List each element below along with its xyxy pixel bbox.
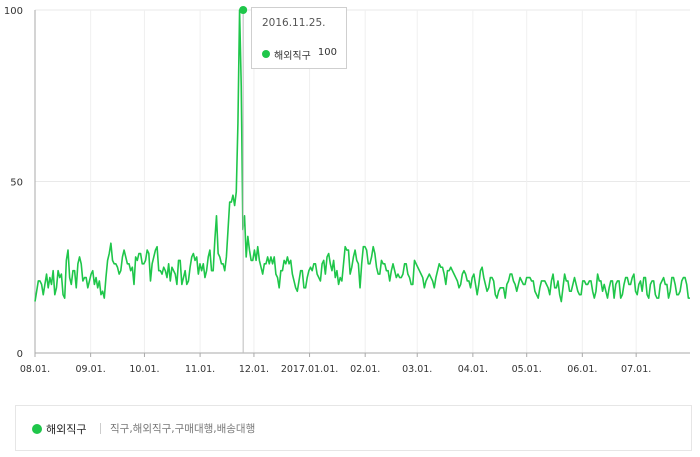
chart-tick-labels: 0 50 100 08.01. 09.01. 10.01. 11.01. 12.01. 2017… [4,6,651,375]
legend-series-name[interactable]: 해외직구 [46,423,87,436]
x-tick-label: 06.01. [567,364,597,375]
x-tick-label: 12.01. [239,364,269,375]
tooltip-value: 100 [317,47,337,58]
x-tick-label: 09.01. [76,364,106,375]
chart-axes [34,10,690,357]
chart-legend: 해외직구 직구,해외직구,구매대행,배송대행 [15,405,692,451]
tooltip-series-name: 해외직구 [274,51,311,62]
tooltip-series-dot-icon [262,50,270,58]
x-tick-label: 11.01. [185,364,215,375]
chart-series [34,6,690,353]
legend-divider [100,423,101,434]
chart-tooltip: 2016.11.25. 해외직구 100 [251,7,347,69]
tooltip-date: 2016.11.25. [262,17,326,29]
y-tick-label: 0 [17,349,23,360]
x-tick-label: 05.01. [512,364,542,375]
x-tick-label: 03.01. [402,364,432,375]
x-tick-label: 07.01. [621,364,651,375]
x-tick-label: 10.01. [129,364,159,375]
series-line-해외직구 [34,9,690,303]
y-tick-label: 100 [4,6,23,17]
x-tick-label: 2017.01.01. [281,364,338,375]
legend-dot-icon [32,424,42,434]
y-tick-label: 50 [10,178,23,189]
x-tick-label: 04.01. [458,364,488,375]
highlight-point [239,6,248,14]
x-tick-label: 08.01. [20,364,50,375]
chart-grid [34,9,690,353]
x-tick-label: 02.01. [350,364,380,375]
legend-keywords: 직구,해외직구,구매대행,배송대행 [110,423,256,435]
